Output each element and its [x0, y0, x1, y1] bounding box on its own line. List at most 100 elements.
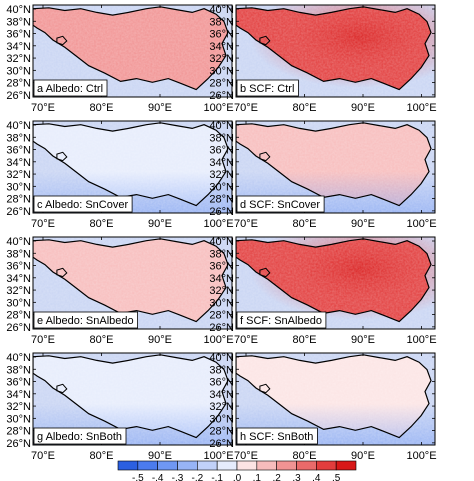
lon-tick-label: 100°E — [203, 334, 233, 346]
lat-tick-label: 26°N — [209, 322, 234, 334]
colorbar-swatch — [137, 460, 158, 471]
lat-tick-label: 26°N — [209, 438, 234, 450]
lake-outline — [56, 267, 68, 278]
colorbar-swatch — [276, 460, 297, 471]
plateau-boundary — [236, 354, 432, 439]
lat-tick-label: 36°N — [6, 377, 31, 389]
lon-tick-label: 70°E — [31, 334, 55, 346]
colorbar-swatch — [316, 460, 337, 471]
lat-tick-label: 32°N — [209, 169, 234, 181]
lat-tick-label: 32°N — [6, 285, 31, 297]
lat-tick-label: 32°N — [209, 401, 234, 413]
panel-label-text: a Albedo: Ctrl — [37, 83, 103, 95]
panel-label: b SCF: Ctrl — [236, 79, 299, 97]
colorbar-tick-label: .4 — [312, 473, 321, 481]
plateau-boundary — [33, 122, 229, 207]
lat-tick-label: 38°N — [6, 16, 31, 28]
lake-outline — [259, 35, 271, 46]
lake-outline — [56, 151, 68, 162]
map-panel-a: a Albedo: Ctrl — [32, 4, 233, 98]
map-panel-h: h SCF: SnBoth — [235, 352, 436, 446]
lat-tick-label: 38°N — [6, 364, 31, 376]
lon-tick-label: 80°E — [293, 450, 317, 462]
lon-tick-label: 100°E — [203, 102, 233, 114]
colorbar-tick-label: .3 — [292, 473, 301, 481]
panel-label: f SCF: SnAlbedo — [236, 311, 327, 329]
lon-tick-label: 100°E — [406, 102, 436, 114]
lake-outline — [56, 35, 68, 46]
colorbar-tick-label: .5 — [332, 473, 341, 481]
colorbar-swatch — [256, 460, 277, 471]
lat-tick-label: 38°N — [6, 132, 31, 144]
lon-tick-label: 70°E — [234, 334, 258, 346]
lon-tick-label: 70°E — [31, 450, 55, 462]
lat-tick-label: 40°N — [209, 236, 234, 248]
lon-tick-label: 70°E — [31, 218, 55, 230]
lat-tick-label: 28°N — [6, 78, 31, 90]
map-panel-d: d SCF: SnCover — [235, 120, 436, 214]
panel-label: g Albedo: SnBoth — [33, 427, 127, 445]
lon-tick-label: 70°E — [31, 102, 55, 114]
colorbar-swatch — [216, 460, 238, 471]
lat-tick-label: 30°N — [6, 413, 31, 425]
lat-tick-label: 32°N — [209, 285, 234, 297]
lat-tick-label: 40°N — [6, 352, 31, 364]
lon-tick-label: 90°E — [351, 334, 375, 346]
lat-tick-label: 40°N — [209, 352, 234, 364]
lat-tick-label: 36°N — [6, 145, 31, 157]
lon-tick-label: 80°E — [293, 218, 317, 230]
lon-tick-label: 90°E — [148, 102, 172, 114]
lat-tick-label: 26°N — [209, 206, 234, 218]
plateau-boundary — [236, 122, 432, 207]
lon-tick-label: 90°E — [148, 334, 172, 346]
colorbar-swatch — [177, 460, 198, 471]
lat-tick-label: 32°N — [6, 53, 31, 65]
map-frame — [235, 4, 436, 98]
lat-tick-label: 36°N — [209, 145, 234, 157]
panel-label-text: e Albedo: SnAlbedo — [37, 315, 134, 327]
lat-tick-label: 28°N — [6, 426, 31, 438]
lat-tick-label: 28°N — [6, 194, 31, 206]
lat-tick-label: 36°N — [6, 261, 31, 273]
lat-tick-label: 38°N — [209, 132, 234, 144]
panel-label-text: b SCF: Ctrl — [240, 83, 294, 95]
map-frame — [32, 236, 233, 330]
panel-label: d SCF: SnCover — [236, 195, 325, 213]
lat-tick-label: 32°N — [209, 53, 234, 65]
lon-tick-label: 80°E — [90, 102, 114, 114]
lat-tick-label: 34°N — [209, 389, 234, 401]
lat-tick-label: 28°N — [209, 426, 234, 438]
colorbar-tick-label: .0 — [233, 473, 242, 481]
lat-tick-label: 36°N — [209, 29, 234, 41]
lat-tick-label: 34°N — [6, 273, 31, 285]
colorbar-swatch — [296, 460, 317, 471]
lat-tick-label: 32°N — [6, 169, 31, 181]
lat-tick-label: 30°N — [6, 297, 31, 309]
lat-tick-label: 34°N — [209, 157, 234, 169]
plateau-boundary — [236, 6, 432, 91]
lon-tick-label: 100°E — [406, 218, 436, 230]
lat-tick-label: 36°N — [209, 377, 234, 389]
lon-tick-label: 70°E — [234, 218, 258, 230]
lat-tick-label: 34°N — [6, 389, 31, 401]
lat-tick-label: 40°N — [6, 4, 31, 16]
lon-tick-label: 90°E — [148, 450, 172, 462]
panel-label-text: c Albedo: SnCover — [37, 199, 128, 211]
lon-tick-label: 80°E — [90, 450, 114, 462]
lat-tick-label: 30°N — [209, 413, 234, 425]
colorbar-tick-label: .2 — [272, 473, 281, 481]
colorbar-tick-label: -.5 — [132, 473, 144, 481]
lake-outline — [56, 383, 68, 394]
lat-tick-label: 30°N — [6, 65, 31, 77]
colorbar-swatch — [236, 460, 258, 471]
colorbar-tick-label: -.2 — [191, 473, 203, 481]
colorbar-tick-label: -.1 — [211, 473, 223, 481]
lat-tick-label: 26°N — [209, 90, 234, 102]
map-panel-e: e Albedo: SnAlbedo — [32, 236, 233, 330]
lat-tick-label: 40°N — [209, 120, 234, 132]
panel-label: c Albedo: SnCover — [33, 195, 133, 213]
lat-tick-label: 26°N — [6, 438, 31, 450]
lon-tick-label: 90°E — [351, 218, 375, 230]
lake-outline — [259, 383, 271, 394]
